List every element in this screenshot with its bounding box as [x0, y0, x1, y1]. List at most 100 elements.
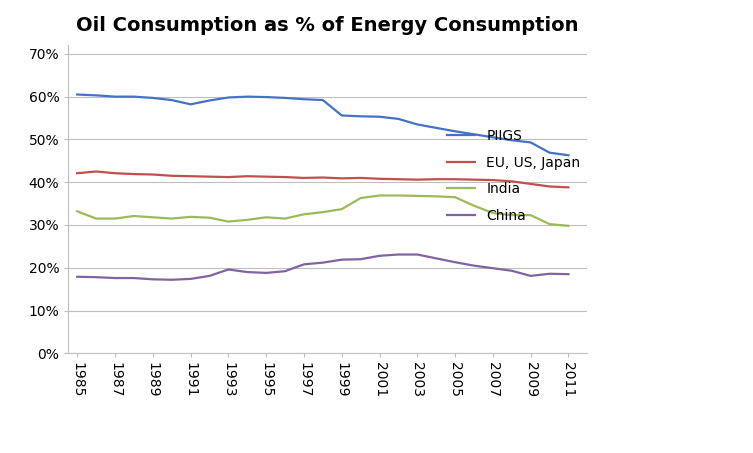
China	[300, 262, 309, 267]
China	[337, 257, 346, 262]
PIIGS	[356, 114, 365, 119]
EU, US, Japan	[224, 174, 233, 180]
China	[261, 270, 270, 275]
EU, US, Japan	[337, 176, 346, 181]
China	[73, 274, 82, 280]
China	[205, 273, 214, 279]
EU, US, Japan	[508, 178, 517, 184]
India	[224, 219, 233, 224]
China	[319, 260, 328, 265]
EU, US, Japan	[186, 173, 195, 179]
China	[545, 271, 554, 276]
India	[300, 212, 309, 217]
Line: India: India	[78, 196, 569, 226]
EU, US, Japan	[431, 177, 441, 182]
India	[261, 215, 270, 220]
EU, US, Japan	[450, 177, 459, 182]
PIIGS	[281, 95, 290, 101]
China	[130, 275, 139, 281]
China	[242, 270, 252, 275]
Legend: PIIGS, EU, US, Japan, India, China: PIIGS, EU, US, Japan, India, China	[447, 129, 581, 223]
China	[450, 260, 459, 265]
China	[413, 252, 422, 257]
EU, US, Japan	[413, 177, 422, 183]
India	[431, 193, 441, 199]
India	[186, 214, 195, 220]
PIIGS	[300, 96, 309, 102]
EU, US, Japan	[92, 169, 101, 174]
India	[413, 193, 422, 198]
PIIGS	[261, 94, 270, 100]
China	[356, 256, 365, 262]
India	[281, 216, 290, 221]
India	[167, 216, 176, 221]
PIIGS	[375, 114, 384, 120]
India	[73, 208, 82, 214]
China	[186, 276, 195, 282]
India	[545, 222, 554, 227]
EU, US, Japan	[130, 171, 139, 177]
China	[281, 269, 290, 274]
PIIGS	[413, 122, 422, 127]
EU, US, Japan	[526, 181, 535, 187]
China	[111, 275, 120, 281]
PIIGS	[450, 129, 459, 134]
EU, US, Japan	[545, 184, 554, 189]
China	[148, 277, 157, 282]
India	[469, 203, 478, 208]
PIIGS	[205, 98, 214, 103]
EU, US, Japan	[564, 185, 573, 190]
China	[489, 265, 498, 271]
India	[130, 213, 139, 219]
EU, US, Japan	[242, 173, 252, 179]
PIIGS	[489, 135, 498, 140]
PIIGS	[148, 95, 157, 101]
EU, US, Japan	[261, 174, 270, 179]
EU, US, Japan	[281, 174, 290, 180]
Line: China: China	[78, 255, 569, 280]
Line: EU, US, Japan: EU, US, Japan	[78, 172, 569, 188]
PIIGS	[564, 153, 573, 158]
China	[526, 273, 535, 279]
PIIGS	[186, 101, 195, 107]
Line: PIIGS: PIIGS	[78, 95, 569, 155]
PIIGS	[111, 94, 120, 99]
China	[469, 263, 478, 268]
EU, US, Japan	[319, 175, 328, 180]
China	[508, 268, 517, 274]
EU, US, Japan	[205, 174, 214, 179]
PIIGS	[130, 94, 139, 99]
India	[375, 193, 384, 198]
India	[564, 223, 573, 229]
India	[489, 210, 498, 216]
EU, US, Japan	[73, 170, 82, 176]
China	[564, 271, 573, 277]
PIIGS	[469, 131, 478, 137]
PIIGS	[337, 113, 346, 118]
India	[394, 193, 403, 198]
PIIGS	[508, 138, 517, 143]
India	[242, 217, 252, 222]
India	[148, 215, 157, 220]
China	[394, 252, 403, 257]
India	[92, 216, 101, 221]
India	[111, 216, 120, 221]
India	[526, 212, 535, 218]
PIIGS	[224, 95, 233, 100]
PIIGS	[431, 125, 441, 130]
Title: Oil Consumption as % of Energy Consumption: Oil Consumption as % of Energy Consumpti…	[76, 16, 579, 35]
China	[375, 253, 384, 259]
India	[319, 209, 328, 215]
EU, US, Japan	[111, 170, 120, 176]
India	[356, 195, 365, 201]
China	[224, 267, 233, 272]
EU, US, Japan	[375, 176, 384, 182]
China	[167, 277, 176, 283]
China	[92, 275, 101, 280]
PIIGS	[526, 140, 535, 145]
India	[508, 212, 517, 218]
EU, US, Japan	[394, 177, 403, 182]
EU, US, Japan	[167, 173, 176, 178]
PIIGS	[545, 150, 554, 155]
PIIGS	[92, 93, 101, 98]
